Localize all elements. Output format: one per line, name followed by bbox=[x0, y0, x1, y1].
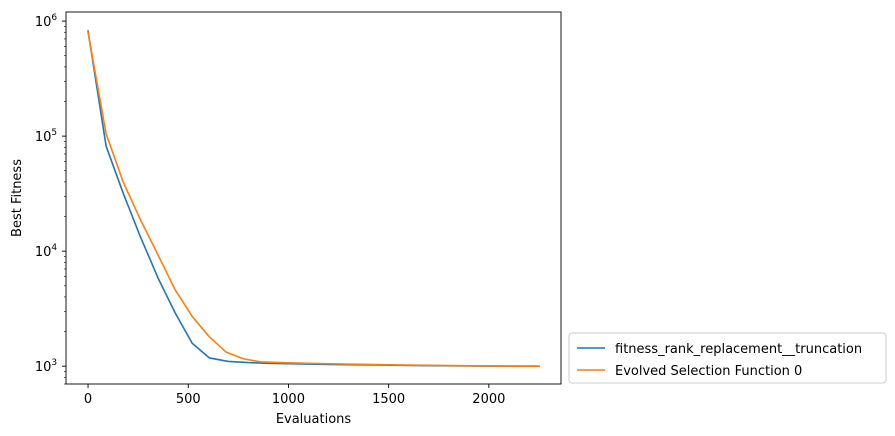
y-axis-label: Best Fitness bbox=[10, 159, 25, 237]
plot-area bbox=[65, 11, 562, 385]
x-tick-label: 1500 bbox=[372, 392, 405, 407]
y-tick-label: 106 bbox=[35, 13, 58, 30]
x-tick-label: 500 bbox=[176, 392, 201, 407]
legend: fitness_rank_replacement__truncation Evol… bbox=[568, 332, 887, 384]
x-tick-label: 2000 bbox=[472, 392, 505, 407]
x-tick-label: 1000 bbox=[272, 392, 305, 407]
legend-box bbox=[568, 332, 887, 384]
x-tick-label: 0 bbox=[84, 392, 92, 407]
y-tick-label: 103 bbox=[35, 358, 57, 375]
x-axis: 0 500 1000 1500 2000 bbox=[84, 384, 505, 407]
x-axis-label: Evaluations bbox=[276, 412, 352, 427]
y-tick-label: 105 bbox=[35, 128, 57, 145]
y-axis: 103 104 105 106 bbox=[35, 13, 66, 385]
y-tick-label: 104 bbox=[35, 243, 58, 260]
series-line-2 bbox=[87, 31, 540, 367]
legend-label-1: fitness_rank_replacement__truncation bbox=[615, 342, 862, 357]
legend-label-2: Evolved Selection Function 0 bbox=[615, 364, 802, 379]
axes-frame bbox=[65, 11, 562, 385]
